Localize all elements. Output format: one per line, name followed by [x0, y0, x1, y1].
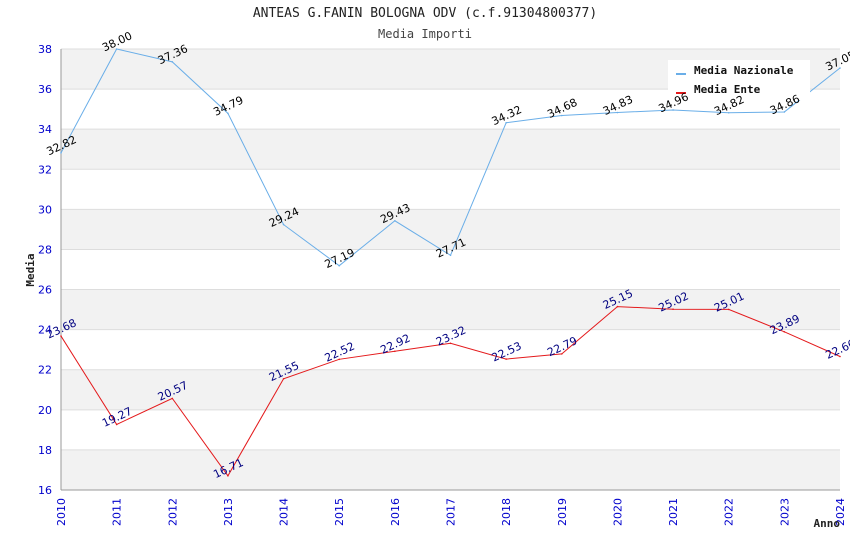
data-label: 22.92 — [378, 332, 412, 357]
data-point — [282, 223, 285, 226]
x-tick-label: 2024 — [834, 498, 847, 526]
data-point — [338, 358, 341, 361]
data-point — [394, 350, 396, 353]
grid-band — [61, 449, 840, 490]
data-label: 22.66 — [823, 337, 850, 362]
data-point — [338, 264, 341, 267]
data-point — [449, 342, 452, 345]
data-point — [839, 355, 841, 358]
data-point — [560, 114, 563, 117]
x-tick-label: 2014 — [278, 498, 291, 526]
y-tick-label: 38 — [38, 43, 52, 56]
y-axis-label: Media — [24, 253, 37, 286]
x-tick-label: 2011 — [111, 498, 124, 526]
data-point — [505, 121, 507, 124]
x-tick-label: 2020 — [611, 498, 624, 526]
data-point — [727, 308, 730, 311]
x-tick-label: 2010 — [55, 498, 68, 526]
grid-band — [61, 369, 840, 410]
x-tick-label: 2018 — [500, 498, 513, 526]
data-label: 34.68 — [545, 96, 579, 121]
data-point — [616, 305, 619, 308]
data-label: 22.53 — [490, 339, 524, 364]
legend-label: Media Nazionale — [694, 64, 794, 77]
data-point — [560, 353, 563, 355]
x-tick-label: 2012 — [166, 498, 179, 526]
x-tick-label: 2023 — [778, 498, 791, 526]
data-label: 22.52 — [323, 340, 357, 365]
x-tick-label: 2021 — [667, 498, 680, 526]
y-tick-label: 34 — [38, 123, 52, 136]
x-tick-label: 2013 — [222, 498, 235, 526]
data-label: 22.79 — [545, 334, 579, 359]
data-point — [672, 308, 674, 310]
x-tick-label: 2019 — [556, 498, 569, 526]
data-point — [727, 111, 730, 114]
legend-label: Media Ente — [694, 83, 761, 96]
y-tick-label: 16 — [38, 484, 52, 497]
y-tick-label: 24 — [38, 324, 52, 337]
chart-title: ANTEAS G.FANIN BOLOGNA ODV (c.f.91304800… — [252, 6, 598, 21]
y-tick-label: 30 — [38, 203, 52, 216]
data-label: 34.83 — [601, 93, 635, 118]
data-point — [839, 67, 841, 69]
data-point — [449, 254, 452, 257]
x-tick-label: 2016 — [389, 498, 402, 526]
data-point — [672, 109, 674, 111]
legend-box — [668, 60, 810, 100]
data-point — [505, 358, 507, 360]
data-label: 34.32 — [490, 103, 524, 128]
x-tick-label: 2017 — [445, 498, 458, 526]
data-point — [171, 61, 174, 63]
data-point — [282, 377, 285, 380]
data-point — [227, 112, 229, 115]
data-point — [783, 111, 786, 113]
x-tick-label: 2015 — [333, 498, 346, 526]
y-tick-label: 18 — [38, 444, 52, 457]
data-point — [783, 331, 786, 333]
y-tick-label: 20 — [38, 404, 52, 417]
x-tick-label: 2022 — [723, 498, 736, 526]
data-point — [227, 474, 229, 477]
grid-band — [61, 209, 840, 250]
data-point — [60, 152, 62, 154]
y-tick-label: 26 — [38, 284, 52, 297]
data-point — [60, 335, 62, 337]
x-axis-label: Anno — [814, 517, 841, 530]
data-point — [616, 111, 619, 114]
y-tick-label: 36 — [38, 83, 52, 96]
data-point — [394, 219, 396, 222]
grid-band — [61, 129, 840, 170]
chart-subtitle: Media Importi — [378, 27, 472, 41]
y-tick-label: 32 — [38, 163, 52, 176]
data-point — [115, 423, 118, 426]
y-tick-label: 28 — [38, 243, 52, 256]
data-point — [171, 397, 174, 400]
data-point — [115, 48, 118, 50]
y-tick-label: 22 — [38, 364, 52, 377]
